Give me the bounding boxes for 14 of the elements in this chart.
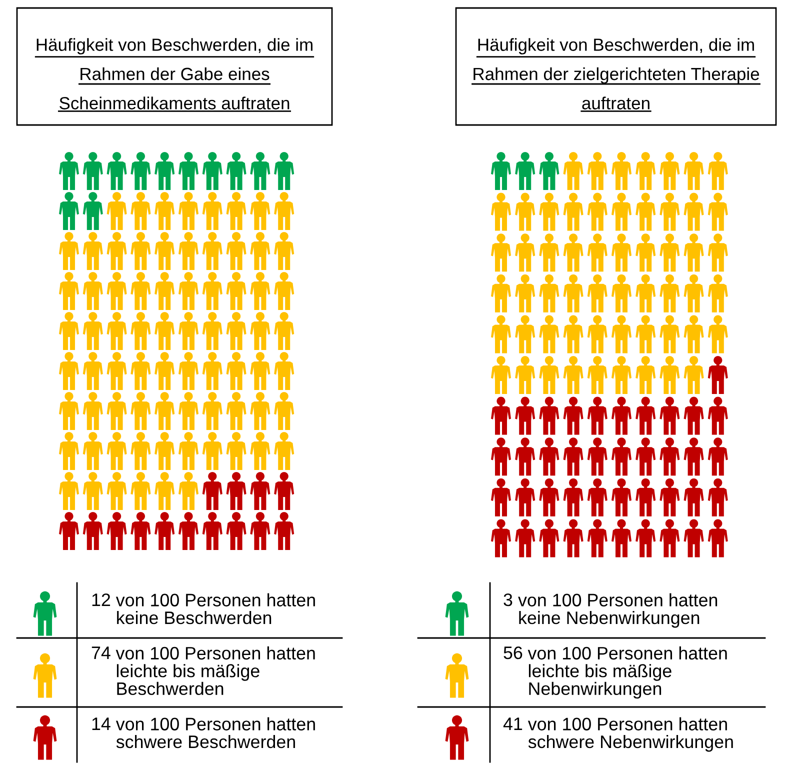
category-label: von 100 Personen hatten schwere Nebenwirkungen xyxy=(528,717,733,752)
category-label: von 100 Personen hatten leichte bis mäßige Nebenwirkungen xyxy=(528,646,727,699)
data-label: 3 xyxy=(504,593,512,606)
category-label: von 100 Personen hatten leichte bis mäßige Beschwerden xyxy=(116,646,315,696)
data-label: 41 xyxy=(503,718,522,730)
text: Häufigkeit von Beschwerden, die im Rahmen der Gabe eines Scheinmedikaments auftraten xyxy=(36,38,312,110)
data-label: 14 xyxy=(92,718,110,730)
data-label: 74 xyxy=(92,646,110,659)
data-label: 12 xyxy=(92,593,110,606)
category-label: von 100 Personen hatten schwere Beschwerden xyxy=(116,717,315,748)
data-label: 56 xyxy=(504,646,522,660)
text: Häufigkeit von Beschwerden, die im Rahmen der zielgerichteten Therapie auftraten xyxy=(474,38,760,110)
category-label: von 100 Personen hatten keine Beschwerden xyxy=(116,593,315,624)
category-label: von 100 Personen hatten keine Nebenwirkungen xyxy=(518,593,718,628)
